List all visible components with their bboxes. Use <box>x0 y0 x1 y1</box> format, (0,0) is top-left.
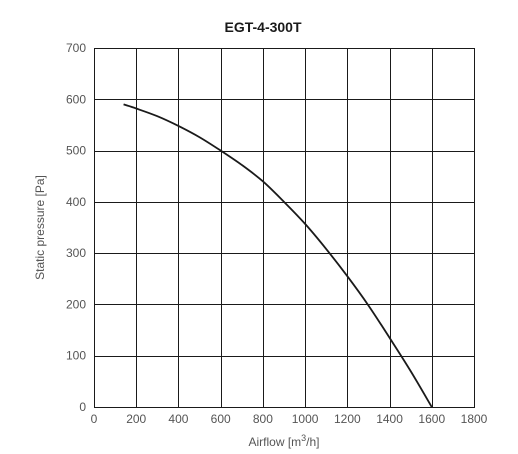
y-tick-label: 200 <box>66 297 86 311</box>
x-axis-label: Airflow [m3/h] <box>248 433 319 449</box>
grid <box>94 48 475 408</box>
tick-labels: 0 200 400 600 800 1000 1200 1400 1600 1800 0 100 200… <box>66 41 488 426</box>
y-axis-label: Static pressure [Pa] <box>33 175 47 280</box>
x-tick-label: 200 <box>126 412 146 426</box>
chart-title: EGT-4-300T <box>224 19 301 35</box>
x-tick-label: 1600 <box>418 412 445 426</box>
y-tick-label: 700 <box>66 41 86 55</box>
pressure-curve <box>123 103 433 408</box>
y-tick-label: 500 <box>66 144 86 158</box>
plot-frame <box>94 48 475 408</box>
y-tick-label: 400 <box>66 195 86 209</box>
y-tick-label: 0 <box>79 400 86 414</box>
y-tick-label: 600 <box>66 92 86 106</box>
x-tick-label: 0 <box>91 412 98 426</box>
x-tick-label: 1800 <box>461 412 488 426</box>
x-tick-label: 1000 <box>292 412 319 426</box>
y-tick-label: 100 <box>66 349 86 363</box>
y-tick-label: 300 <box>66 246 86 260</box>
x-tick-label: 1400 <box>376 412 403 426</box>
x-tick-label: 600 <box>211 412 231 426</box>
x-tick-label: 400 <box>168 412 188 426</box>
x-tick-label: 1200 <box>334 412 361 426</box>
x-tick-label: 800 <box>253 412 273 426</box>
